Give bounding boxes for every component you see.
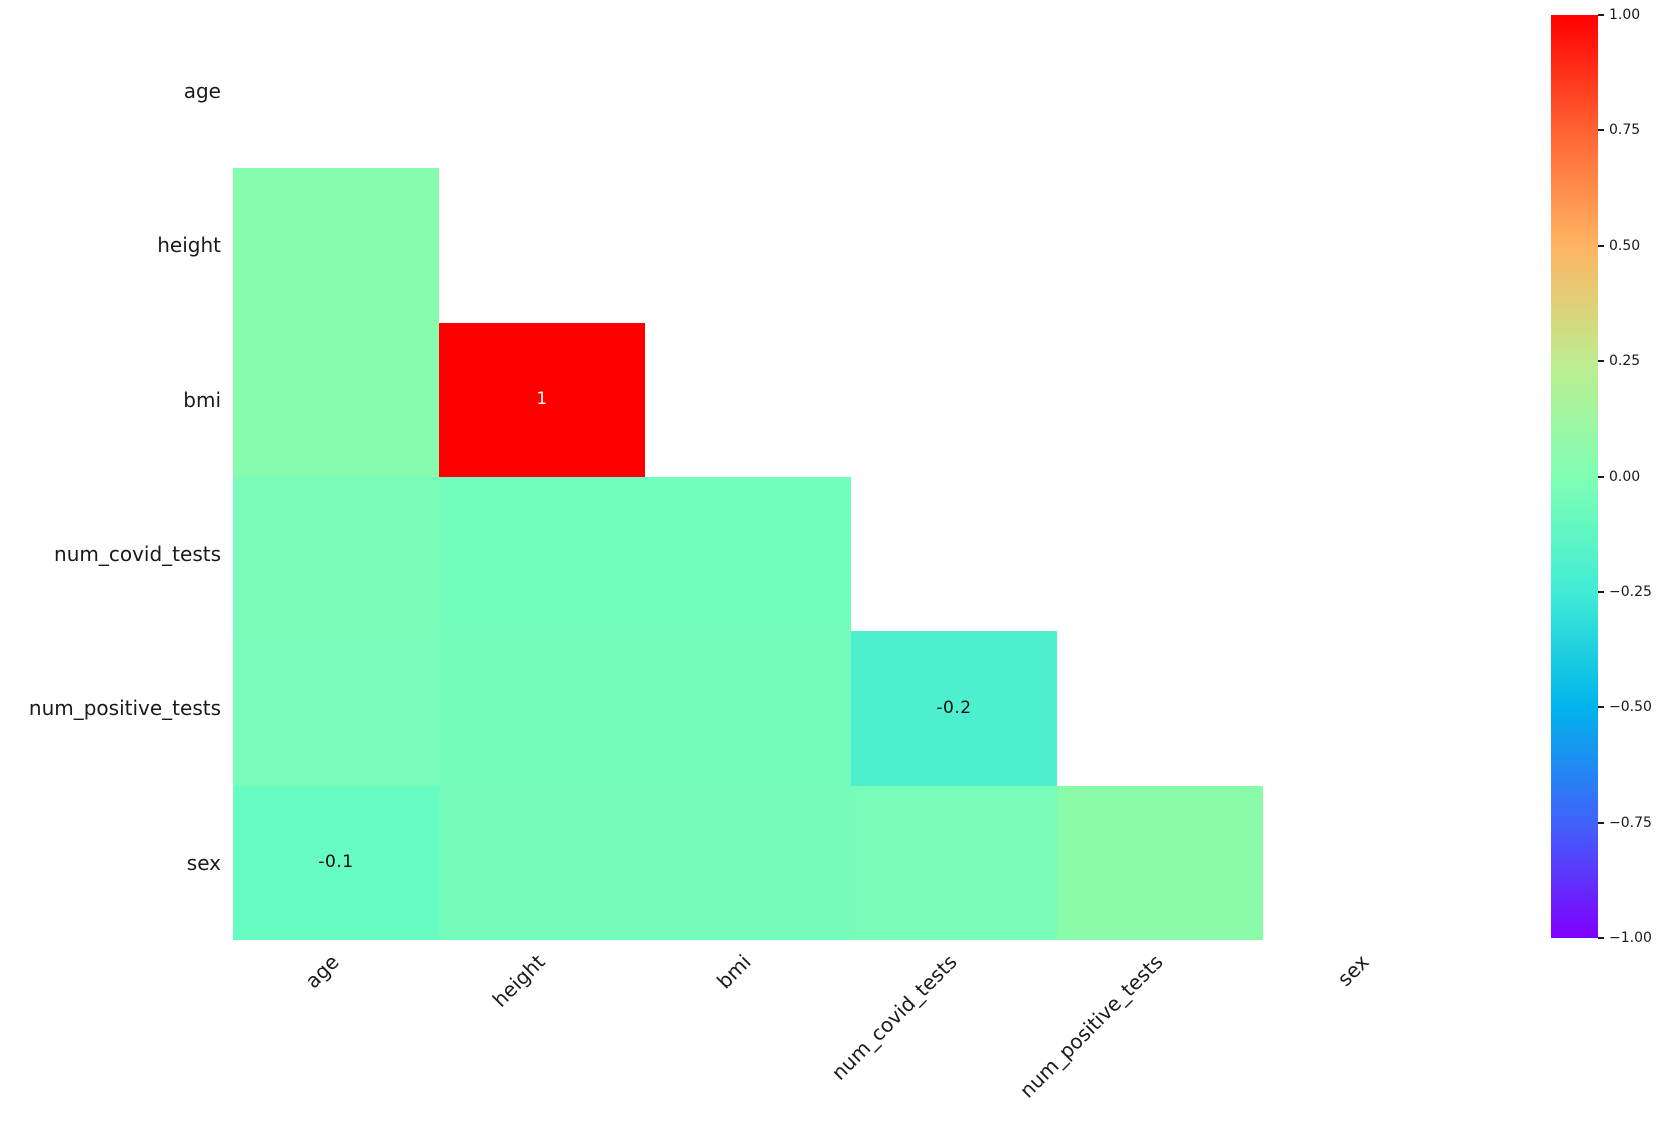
heatmap-cell-height-age	[233, 168, 439, 323]
colorbar-tick-label-−0.50: −0.50	[1609, 699, 1652, 716]
colorbar-tick-mark	[1598, 706, 1604, 709]
x-tick-label-sex: sex	[1332, 949, 1374, 991]
heatmap-cell-num_positive_tests-age	[233, 631, 439, 786]
colorbar-tick-mark	[1598, 475, 1604, 478]
cell-annotation-sex-age: -0.1	[318, 852, 354, 873]
colorbar-tick-label-1.00: 1.00	[1609, 7, 1641, 23]
heatmap-cell-num_covid_tests-age	[233, 476, 439, 632]
colorbar-tick-mark	[1598, 244, 1604, 247]
heatmap-cell-num_positive_tests-num_covid_tests: -0.2	[851, 631, 1057, 786]
y-tick-label-num_covid_tests: num_covid_tests	[54, 542, 221, 567]
colorbar-tick-label-0.25: 0.25	[1609, 353, 1641, 370]
colorbar-tick-label-0.50: 0.50	[1609, 237, 1641, 254]
heatmap-cell-bmi-age	[233, 322, 439, 477]
y-tick-label-height: height	[157, 233, 221, 258]
x-tick-label-bmi: bmi	[712, 949, 756, 994]
colorbar-tick-label-−1.00: −1.00	[1609, 930, 1652, 946]
colorbar: 1.00 0.75 0.50 0.25 0.00 −0.25 −0.50 −0.75 −1.00	[1551, 7, 1652, 946]
colorbar-tick-label-0.75: 0.75	[1609, 122, 1641, 139]
x-tick-label-num_positive_tests: num_positive_tests	[1014, 949, 1168, 1103]
colorbar-tick-mark	[1598, 590, 1604, 593]
cell-annotation-num_positive_tests-num_covid_tests: -0.2	[936, 697, 972, 718]
colorbar-tick-mark	[1598, 360, 1604, 363]
heatmap-cell-sex-height	[439, 785, 645, 940]
heatmap-cell-sex-num_positive_tests	[1057, 785, 1263, 940]
y-tick-label-bmi: bmi	[183, 387, 221, 412]
y-tick-label-sex: sex	[186, 850, 221, 875]
colorbar-tick-label-0.00: 0.00	[1609, 468, 1641, 485]
heatmap-cell-num_covid_tests-bmi	[645, 476, 851, 632]
y-tick-label-num_positive_tests: num_positive_tests	[28, 696, 221, 721]
heatmap-cell-sex-bmi	[645, 785, 851, 940]
colorbar-tick-mark	[1598, 821, 1604, 824]
heatmap-cell-num_positive_tests-height	[439, 631, 645, 786]
heatmap-cell-sex-age: -0.1	[233, 785, 439, 940]
x-tick-label-height: height	[487, 949, 550, 1012]
heatmap-cell-num_covid_tests-height	[439, 476, 645, 632]
heatmap-cell-bmi-height: 1	[439, 322, 645, 477]
heatmap-cell-sex-num_covid_tests	[851, 785, 1057, 940]
colorbar-tick-label-−0.75: −0.75	[1609, 814, 1652, 831]
colorbar-gradient	[1551, 15, 1598, 938]
y-tick-label-age: age	[183, 79, 221, 104]
colorbar-tick-mark	[1598, 14, 1604, 16]
heatmap-cell-num_positive_tests-bmi	[645, 631, 851, 786]
x-tick-label-age: age	[300, 949, 344, 994]
cell-annotation-bmi-height: 1	[536, 389, 548, 410]
colorbar-tick-mark	[1598, 937, 1604, 939]
colorbar-tick-mark	[1598, 129, 1604, 132]
x-tick-label-num_covid_tests: num_covid_tests	[826, 949, 962, 1085]
colorbar-tick-label-−0.25: −0.25	[1609, 583, 1652, 600]
